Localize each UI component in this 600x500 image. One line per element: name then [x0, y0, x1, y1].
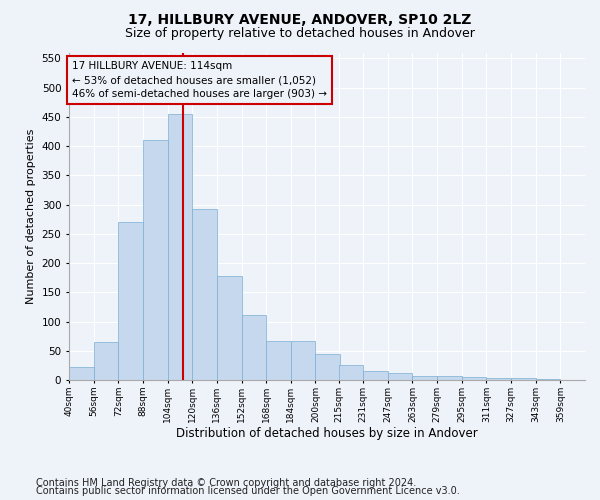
Bar	[462, 377, 487, 380]
Text: Contains public sector information licensed under the Open Government Licence v3: Contains public sector information licen…	[36, 486, 460, 496]
Bar	[291, 341, 316, 380]
Bar	[511, 378, 536, 380]
Text: Size of property relative to detached houses in Andover: Size of property relative to detached ho…	[125, 28, 475, 40]
Bar	[487, 378, 511, 380]
Bar	[192, 208, 217, 380]
Bar	[412, 376, 437, 380]
Bar	[437, 376, 462, 380]
Bar	[536, 379, 560, 380]
Bar	[118, 222, 143, 380]
Bar	[338, 366, 363, 380]
Text: Contains HM Land Registry data © Crown copyright and database right 2024.: Contains HM Land Registry data © Crown c…	[36, 478, 416, 488]
Bar	[388, 373, 412, 380]
Text: 17 HILLBURY AVENUE: 114sqm
← 53% of detached houses are smaller (1,052)
46% of s: 17 HILLBURY AVENUE: 114sqm ← 53% of deta…	[72, 62, 327, 100]
Bar	[363, 371, 388, 380]
Bar	[242, 314, 266, 380]
Bar	[94, 342, 118, 380]
Bar	[316, 354, 340, 380]
Bar	[69, 367, 94, 380]
Y-axis label: Number of detached properties: Number of detached properties	[26, 128, 36, 304]
Bar	[143, 140, 167, 380]
Bar	[167, 114, 192, 380]
Bar	[266, 341, 291, 380]
Text: 17, HILLBURY AVENUE, ANDOVER, SP10 2LZ: 17, HILLBURY AVENUE, ANDOVER, SP10 2LZ	[128, 12, 472, 26]
X-axis label: Distribution of detached houses by size in Andover: Distribution of detached houses by size …	[176, 428, 478, 440]
Bar	[217, 276, 242, 380]
